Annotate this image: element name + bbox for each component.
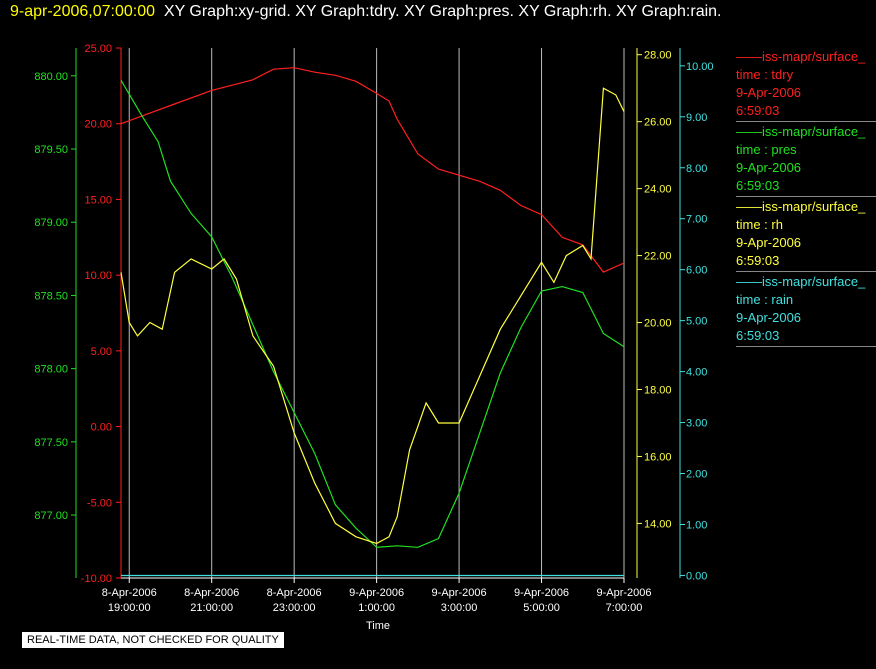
legend-rh-date: 9-Apr-2006 [736,235,802,250]
rh-tick-label: 20.00 [644,318,672,330]
rain-tick-label: 2.00 [686,469,707,481]
legend-rain-date: 9-Apr-2006 [736,310,802,325]
pres-tick-label: 878.50 [34,290,68,302]
legend-pres-var: time : pres [736,142,797,157]
x-tick-time: 19:00:00 [108,602,151,614]
legend-rain-time: 6:59:03 [736,328,780,343]
x-tick-time: 21:00:00 [190,602,233,614]
legend-tdry-var: time : tdry [736,67,794,82]
legend: ——iss-mapr/surface_ time : tdry 9-Apr-20… [736,48,876,348]
rain-tick-label: 7.00 [686,214,707,226]
tdry-tick-label: 5.00 [91,346,112,358]
series-pres [120,79,625,548]
rain-tick-label: 1.00 [686,519,707,531]
x-tick-time: 7:00:00 [606,602,643,614]
x-axis-label: Time [366,620,390,632]
rain-tick-label: 8.00 [686,163,707,175]
tdry-tick-label: -5.00 [87,497,112,509]
x-tick-time: 5:00:00 [523,602,560,614]
x-tick-date: 9-Apr-2006 [432,587,487,599]
rain-tick-label: 0.00 [686,570,707,582]
series-tdry [120,67,625,273]
legend-rain-name: ——iss-mapr/surface_ [736,274,866,289]
legend-tdry-name: ——iss-mapr/surface_ [736,49,866,64]
tdry-tick-label: 0.00 [91,422,112,434]
tdry-tick-label: 25.00 [84,43,112,55]
tdry-tick-label: 15.00 [84,194,112,206]
rain-tick-label: 6.00 [686,265,707,277]
series-rh [120,87,625,545]
legend-pres-time: 6:59:03 [736,178,780,193]
rain-tick-label: 10.00 [686,61,714,73]
legend-pres-name: ——iss-mapr/surface_ [736,124,866,139]
x-tick-time: 3:00:00 [441,602,478,614]
legend-tdry-date: 9-Apr-2006 [736,85,802,100]
rh-tick-label: 18.00 [644,385,672,397]
header-timestamp: 9-apr-2006,07:00:00 [10,3,155,20]
pres-tick-label: 877.00 [34,510,68,522]
pres-tick-label: 877.50 [34,437,68,449]
pres-tick-label: 880.00 [34,71,68,83]
legend-rh-var: time : rh [736,217,783,232]
legend-rain-var: time : rain [736,292,794,307]
pres-tick-label: 878.00 [34,364,68,376]
tdry-tick-label: 10.00 [84,270,112,282]
x-tick-date: 9-Apr-2006 [349,587,404,599]
rh-tick-label: 28.00 [644,50,672,62]
rh-tick-label: 16.00 [644,451,672,463]
rain-tick-label: 9.00 [686,112,707,124]
x-tick-date: 9-Apr-2006 [514,587,569,599]
legend-tdry-time: 6:59:03 [736,103,780,118]
pres-tick-label: 879.50 [34,144,68,156]
x-tick-date: 9-Apr-2006 [596,587,651,599]
x-tick-time: 1:00:00 [358,602,395,614]
legend-item-tdry: ——iss-mapr/surface_ time : tdry 9-Apr-20… [736,48,876,122]
rh-tick-label: 14.00 [644,518,672,530]
tdry-tick-label: -10.00 [81,573,112,585]
rh-tick-label: 24.00 [644,184,672,196]
pres-tick-label: 879.00 [34,217,68,229]
legend-item-rain: ——iss-mapr/surface_ time : rain 9-Apr-20… [736,273,876,347]
header: 9-apr-2006,07:00:00 XY Graph:xy-grid. XY… [10,3,722,21]
x-tick-date: 8-Apr-2006 [184,587,239,599]
rain-tick-label: 5.00 [686,316,707,328]
rh-tick-label: 22.00 [644,251,672,263]
legend-item-rh: ——iss-mapr/surface_ time : rh 9-Apr-2006… [736,198,876,272]
rain-tick-label: 3.00 [686,418,707,430]
x-tick-time: 23:00:00 [273,602,316,614]
tdry-tick-label: 20.00 [84,119,112,131]
x-tick-date: 8-Apr-2006 [267,587,322,599]
legend-rh-name: ——iss-mapr/surface_ [736,199,866,214]
quality-notice: REAL-TIME DATA, NOT CHECKED FOR QUALITY [21,631,285,649]
header-titles: XY Graph:xy-grid. XY Graph:tdry. XY Grap… [163,3,722,20]
rh-tick-label: 26.00 [644,117,672,129]
legend-pres-date: 9-Apr-2006 [736,160,802,175]
legend-item-pres: ——iss-mapr/surface_ time : pres 9-Apr-20… [736,123,876,197]
legend-rh-time: 6:59:03 [736,253,780,268]
rain-tick-label: 4.00 [686,367,707,379]
x-tick-date: 8-Apr-2006 [102,587,157,599]
